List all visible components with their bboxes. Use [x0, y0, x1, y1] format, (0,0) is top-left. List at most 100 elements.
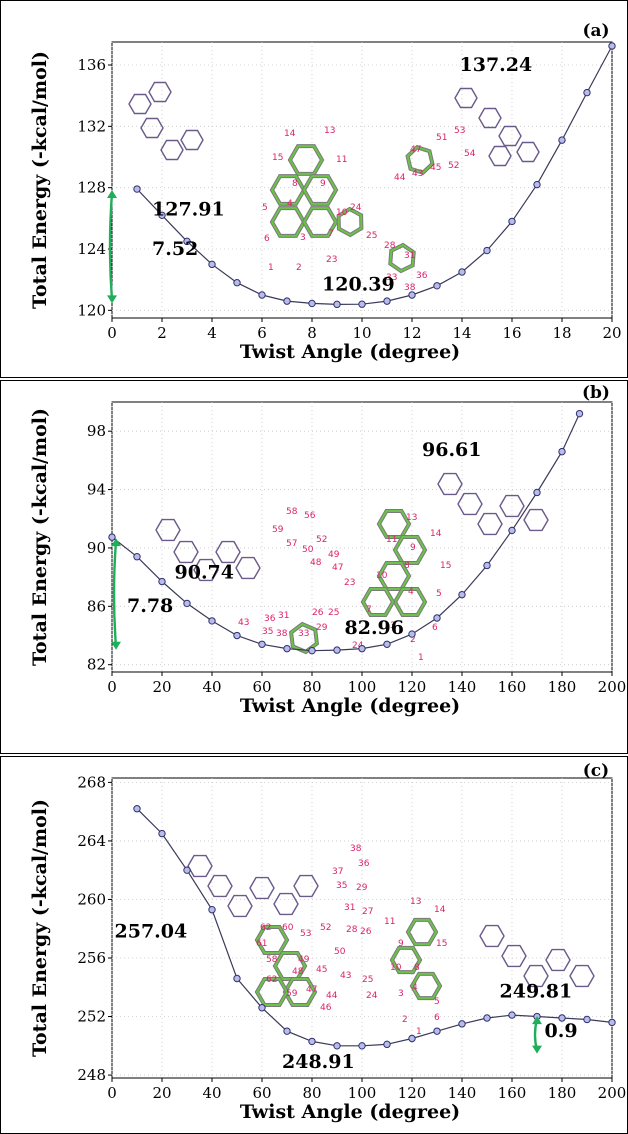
x-tick-label: 100 — [348, 678, 377, 696]
value-annotation: 257.04 — [115, 921, 188, 943]
atom-number-label: 27 — [362, 907, 373, 917]
atom-number-label: 24 — [366, 991, 378, 1001]
series-line — [111, 413, 581, 652]
x-tick-label: 160 — [498, 1084, 527, 1102]
molecule-ring — [249, 876, 275, 900]
atom-number-label: 11 — [384, 917, 395, 927]
atom-number-label: 31 — [344, 903, 355, 913]
data-point — [258, 640, 266, 648]
molecule-ring — [270, 175, 306, 205]
y-tick-label: 120 — [77, 301, 106, 319]
atom-number-label: 26 — [360, 927, 372, 937]
molecule-structure-labeled — [269, 144, 435, 274]
molecule-ring — [516, 141, 540, 163]
y-tick-label: 252 — [77, 1008, 106, 1026]
data-point — [108, 533, 116, 541]
molecule-structure — [454, 87, 540, 167]
atom-number-label: 7 — [366, 605, 372, 615]
data-point — [483, 246, 491, 255]
molecule-structure — [128, 81, 204, 161]
molecule-ring — [193, 558, 219, 582]
x-tick-label: 40 — [202, 678, 221, 696]
y-tick-label: 136 — [77, 56, 106, 74]
data-point — [183, 866, 191, 874]
value-annotation: 249.81 — [500, 981, 573, 1003]
x-tick-label: 100 — [348, 1084, 377, 1102]
molecule-structure — [155, 518, 261, 582]
data-point — [533, 180, 541, 189]
x-tick-label: 160 — [498, 678, 527, 696]
data-point — [433, 1027, 441, 1035]
atom-number-label: 38 — [404, 283, 416, 293]
data-point — [433, 282, 441, 290]
atom-number-label: 33 — [298, 629, 309, 639]
data-point — [358, 300, 366, 308]
atom-number-label: 57 — [286, 539, 297, 549]
x-tick-label: 2 — [157, 324, 167, 342]
atom-number-label: 47 — [332, 563, 343, 573]
atom-number-label: 33 — [386, 273, 397, 283]
atom-number-label: 5 — [262, 203, 268, 213]
y-tick-label: 260 — [77, 890, 106, 908]
panel-c: 38 37 36 35 29 31 27 13 14 11 62 60 53 52 28 26 9 15 61 50 1… — [0, 756, 628, 1134]
data-point — [133, 805, 141, 813]
molecule-ring — [302, 207, 338, 237]
molecule-ring — [215, 540, 241, 564]
y-tick-label: 90 — [87, 539, 106, 557]
arrow-head-down — [111, 641, 121, 650]
data-point — [158, 829, 166, 838]
data-point — [383, 1040, 391, 1049]
x-tick-label: 20 — [152, 1084, 171, 1102]
x-tick-label: 10 — [352, 324, 371, 342]
data-point — [583, 88, 591, 97]
data-point — [558, 136, 566, 144]
x-tick-label: 200 — [598, 678, 627, 696]
atom-number-label: 59 — [286, 989, 298, 999]
data-point — [583, 1015, 591, 1024]
atom-number-label: 10 — [376, 571, 388, 581]
x-tick-label: 40 — [202, 1084, 221, 1102]
atom-number-label: 49 — [328, 550, 340, 560]
x-axis-title: Twist Angle (degree) — [240, 695, 460, 717]
atom-number-label: 52 — [316, 535, 327, 545]
atom-number-label: 48 — [292, 967, 304, 977]
panel-a: 14 13 15 11 8 9 5 4 10 24 6 3 7 25 1 2 23 47 51 53 44 43 45 52 5… — [0, 0, 628, 378]
arrow-head-up — [107, 190, 117, 199]
data-point — [158, 577, 166, 586]
atom-number-label: 46 — [320, 1003, 332, 1013]
atom-number-label: 43 — [340, 971, 351, 981]
atom-number-label: 44 — [326, 991, 338, 1001]
data-point — [183, 237, 191, 246]
atom-number-label: 62 — [266, 975, 277, 985]
data-point — [283, 644, 291, 653]
atom-number-label: 43 — [412, 169, 423, 179]
molecule-ring — [389, 243, 415, 273]
molecule-ring — [478, 107, 502, 129]
atom-number-label: 26 — [312, 608, 324, 618]
series-line — [136, 808, 613, 1047]
atom-number-label: 14 — [430, 529, 442, 539]
atom-number-label: 15 — [436, 939, 447, 949]
data-point — [183, 599, 191, 608]
molecule-ring — [302, 175, 338, 205]
arrow-head-up — [111, 538, 121, 547]
data-point — [383, 297, 391, 305]
atom-number-label: 54 — [464, 149, 476, 159]
atom-number-label: 11 — [386, 535, 397, 545]
y-tick-label: 264 — [77, 832, 106, 850]
atom-number-label: 45 — [316, 965, 327, 975]
x-tick-label: 180 — [548, 678, 577, 696]
atom-number-label: 7 — [328, 229, 334, 239]
molecule-ring — [457, 492, 483, 516]
x-tick-label: 80 — [302, 678, 321, 696]
molecule-ring — [173, 540, 199, 564]
atom-number-label: 14 — [434, 905, 446, 915]
y-axis-title: Total Energy (-kcal/mol) — [29, 408, 51, 666]
data-point — [458, 268, 466, 276]
atom-number-label: 8 — [414, 963, 420, 973]
atom-number-label: 50 — [334, 947, 346, 957]
atom-number-label: 38 — [276, 629, 288, 639]
data-point — [258, 291, 266, 299]
